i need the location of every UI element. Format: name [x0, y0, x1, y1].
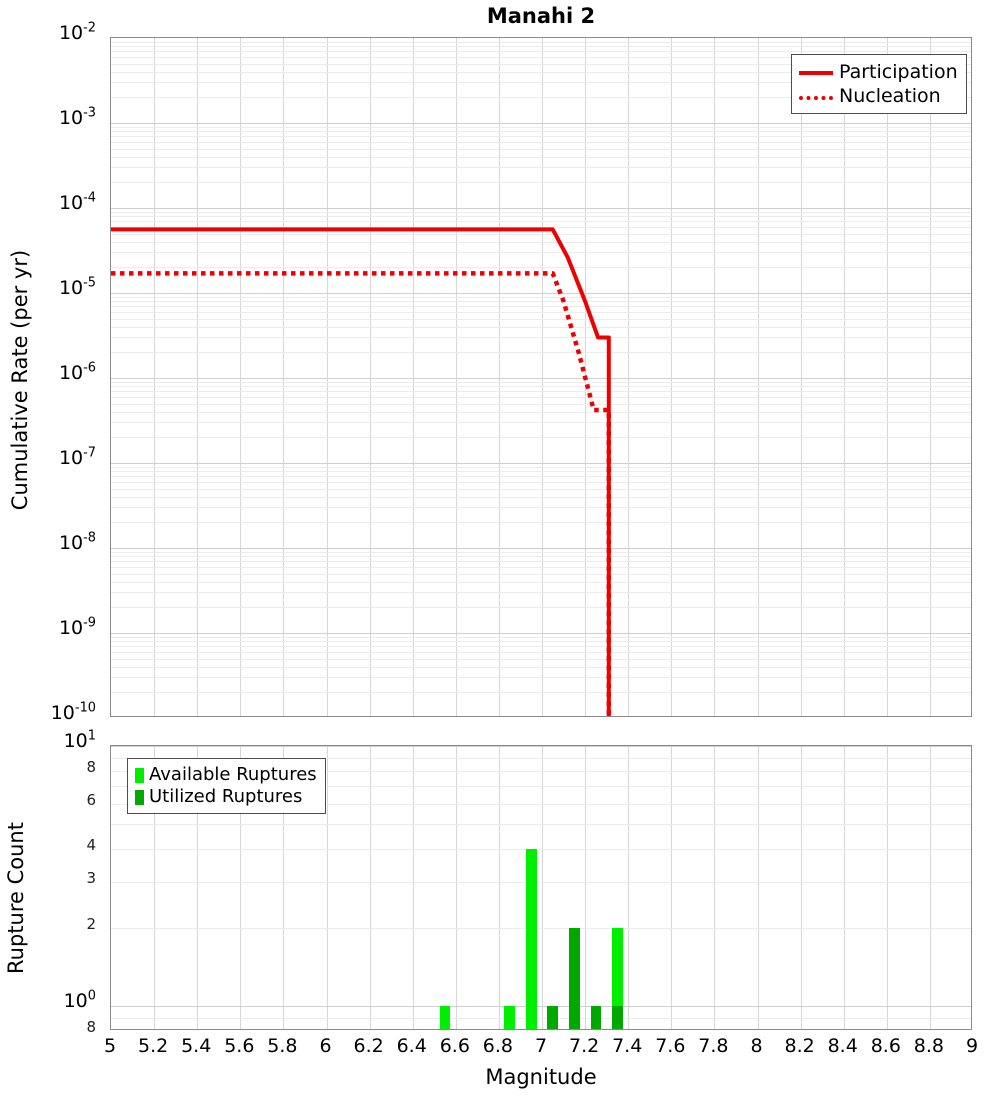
bar-utilized: [547, 1005, 559, 1029]
y-tick-label: 3: [86, 868, 96, 887]
x-tick-label: 5.4: [181, 1035, 212, 1057]
y-axis-ticks-top: 10-2 10-3 10-4 10-5 10-6 10-7 10-8 10-9 10-10: [0, 0, 104, 1100]
bar-utilized: [590, 1005, 602, 1029]
x-tick-label: 9: [965, 1035, 979, 1057]
x-tick-label: 8.8: [913, 1035, 944, 1057]
x-axis-label: Magnitude: [485, 1065, 597, 1089]
legend-item-available-ruptures[interactable]: Available Ruptures: [135, 764, 317, 786]
y-tick-label: 10-4: [58, 190, 96, 214]
rupture-bars: [111, 746, 971, 1029]
bar-available: [612, 927, 623, 1029]
legend-top: Participation Nucleation: [791, 54, 967, 114]
y-tick-label: 10-9: [58, 615, 96, 639]
legend-item-participation[interactable]: Participation: [799, 60, 958, 84]
legend-item-utilized-ruptures[interactable]: Utilized Ruptures: [135, 786, 317, 808]
x-tick-label: 5: [103, 1035, 117, 1057]
legend-label-nucleation: Nucleation: [839, 84, 941, 107]
rate-curves: [111, 38, 971, 716]
utilized-swatch-icon: [135, 789, 144, 805]
legend-label-available-ruptures: Available Ruptures: [149, 764, 317, 785]
x-tick-label: 7.2: [568, 1035, 600, 1057]
bar-utilized: [568, 927, 580, 1029]
legend-bottom: Available Ruptures Utilized Ruptures: [127, 758, 326, 814]
x-tick-label: 8.2: [784, 1035, 815, 1057]
available-swatch-icon: [135, 767, 144, 783]
x-tick-label: 5.8: [267, 1035, 298, 1057]
y-tick-label: 101: [63, 728, 96, 752]
y-tick-label: 6: [86, 790, 96, 809]
x-tick-label: 5.2: [137, 1035, 169, 1057]
x-tick-label: 7.8: [698, 1035, 729, 1057]
x-tick-label: 6.8: [482, 1035, 513, 1057]
y-tick-label: 10-8: [58, 530, 96, 554]
y-tick-label: 10-2: [58, 20, 96, 44]
cumulative-rate-plot: [110, 37, 972, 717]
legend-item-nucleation[interactable]: Nucleation: [799, 84, 958, 108]
x-tick-label: 6.4: [396, 1035, 427, 1057]
y-axis-ticks-bottom: 101 8 6 4 3 2 100 8: [0, 0, 104, 1100]
x-tick-label: 6: [319, 1035, 332, 1057]
x-tick-label: 8.6: [870, 1035, 901, 1057]
curve-svg: [111, 227, 612, 716]
y-tick-label: 100: [63, 988, 96, 1012]
y-tick-label: 8: [86, 1018, 96, 1036]
y-axis-label-bottom: Rupture Count: [4, 822, 28, 974]
y-tick-label: 2: [86, 914, 96, 933]
x-tick-label: 7.6: [655, 1035, 686, 1057]
bar-available: [504, 1005, 516, 1029]
series-participation: [111, 227, 611, 716]
dotted-line-icon: [799, 87, 833, 106]
x-tick-label: 7.4: [612, 1035, 643, 1057]
y-tick-label: 4: [86, 836, 96, 855]
bar-available: [439, 1005, 451, 1029]
y-tick-label: 8: [86, 758, 96, 777]
page-title: Manahi 2: [486, 4, 596, 28]
bar-utilized: [612, 1005, 623, 1029]
y-tick-label: 10-10: [50, 700, 96, 724]
y-tick-label: 10-6: [58, 360, 96, 384]
solid-line-icon: [799, 63, 833, 82]
x-tick-label: 8.4: [827, 1035, 858, 1057]
x-tick-label: 6.6: [439, 1035, 470, 1057]
y-tick-label: 10-7: [58, 445, 96, 469]
bar-available: [525, 849, 537, 1029]
legend-label-participation: Participation: [839, 60, 958, 83]
x-tick-label: 8: [750, 1035, 763, 1057]
x-tick-label: 6.2: [353, 1035, 384, 1057]
x-tick-label: 5.6: [224, 1035, 255, 1057]
y-tick-label: 10-5: [58, 275, 96, 299]
x-tick-label: 7: [534, 1035, 548, 1057]
legend-label-utilized-ruptures: Utilized Ruptures: [149, 786, 303, 807]
series-nucleation: [111, 271, 612, 716]
y-tick-label: 10-3: [58, 105, 96, 129]
